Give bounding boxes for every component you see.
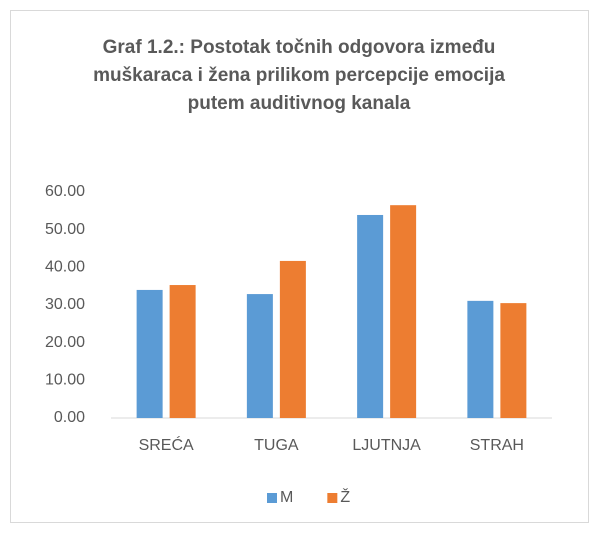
legend-label: Ž <box>340 487 350 506</box>
bar <box>136 289 163 418</box>
y-tick-label: 30.00 <box>45 296 85 313</box>
y-tick-label: 60.00 <box>45 183 85 200</box>
legend-label: M <box>280 489 293 506</box>
bar <box>357 214 384 418</box>
legend-swatch <box>267 493 277 503</box>
bar <box>500 303 527 418</box>
x-tick-label: LJUTNJA <box>352 437 421 454</box>
bar <box>246 294 273 418</box>
y-tick-label: 40.00 <box>45 259 85 276</box>
bar <box>169 285 196 418</box>
y-tick-label: 0.00 <box>54 409 85 426</box>
bar <box>467 300 494 418</box>
chart-border <box>10 10 589 523</box>
y-tick-label: 20.00 <box>45 334 85 351</box>
y-tick-label: 50.00 <box>45 221 85 238</box>
x-tick-label: STRAH <box>470 437 524 454</box>
bar <box>279 260 306 418</box>
y-tick-label: 10.00 <box>45 372 85 389</box>
chart-title: Graf 1.2.: Postotak točnih odgovora izme… <box>93 37 505 114</box>
x-tick-label: SREĆA <box>139 435 194 454</box>
legend-swatch <box>327 493 338 503</box>
x-tick-label: TUGA <box>254 437 299 454</box>
bar <box>390 205 417 418</box>
